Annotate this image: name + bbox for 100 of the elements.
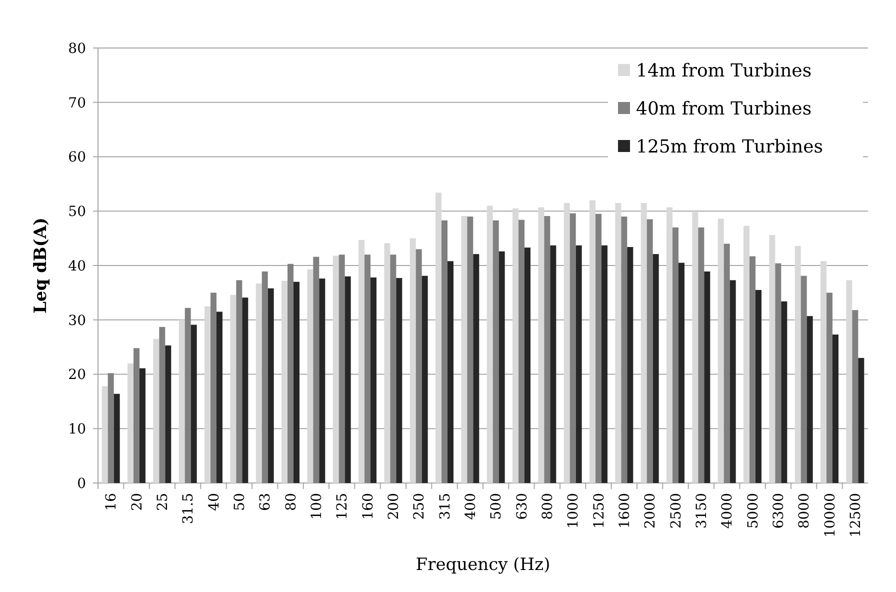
legend-label: 40m from Turbines (636, 98, 812, 120)
x-axis-title: Frequency (Hz) (416, 555, 550, 575)
bar (262, 271, 268, 483)
bar (550, 245, 556, 483)
x-tick-label: 2500 (668, 493, 684, 529)
bar (744, 226, 750, 483)
bar (268, 288, 274, 483)
bar (730, 280, 736, 483)
bar (672, 227, 678, 483)
x-tick-label: 125 (334, 493, 351, 520)
bar (678, 262, 684, 483)
x-tick-label: 25 (155, 493, 172, 511)
bar (153, 338, 160, 483)
bar (447, 261, 454, 483)
bar (852, 310, 858, 483)
bar (108, 373, 114, 483)
bar (288, 264, 294, 483)
legend-label: 14m from Turbines (636, 60, 812, 82)
x-tick-label: 80 (283, 493, 300, 511)
bar (544, 216, 550, 483)
bar (410, 238, 416, 483)
bar (652, 254, 659, 483)
bar (832, 334, 838, 483)
bar (184, 308, 191, 483)
x-tick-label: 200 (386, 493, 402, 520)
bar (370, 277, 376, 483)
x-tick-label: 3150 (694, 493, 710, 529)
x-tick-label: 800 (540, 493, 556, 520)
bar (538, 207, 544, 483)
bar (338, 254, 345, 483)
y-tick-label: 70 (68, 95, 86, 112)
x-tick-label: 16 (104, 492, 120, 511)
bar (282, 280, 288, 483)
x-tick-label: 250 (412, 493, 428, 520)
bar (724, 244, 730, 483)
bar (436, 192, 442, 483)
bar (396, 278, 402, 483)
x-tick-label: 12500 (848, 493, 864, 538)
bar (461, 216, 468, 483)
bar (666, 207, 673, 483)
bar (806, 316, 813, 483)
legend-label: 125m from Turbines (636, 136, 824, 158)
bar (512, 208, 519, 483)
y-tick-label: 40 (68, 258, 86, 274)
x-tick-label: 2000 (642, 493, 659, 529)
x-tick-label: 4000 (720, 493, 736, 529)
bar (576, 245, 582, 483)
x-tick-label: 630 (514, 493, 530, 520)
x-tick-label: 100 (309, 493, 326, 520)
x-tick-label: 315 (437, 493, 454, 520)
bar (640, 202, 647, 483)
x-tick-label: 1250 (591, 493, 608, 529)
bar (820, 261, 827, 483)
bar (473, 254, 480, 483)
x-tick-label: 63 (258, 493, 274, 511)
bar (442, 220, 448, 483)
bar (364, 254, 370, 483)
bar (307, 269, 314, 483)
bar (230, 294, 236, 483)
y-tick-label: 60 (68, 150, 86, 166)
x-tick-label: 5000 (745, 493, 762, 529)
y-tick-label: 80 (68, 40, 86, 57)
bar (467, 216, 474, 483)
x-tick-label: 500 (488, 493, 505, 520)
bar (590, 200, 596, 483)
bar (775, 263, 782, 483)
bar (627, 247, 634, 483)
bar (781, 301, 788, 483)
x-tick-label: 1600 (617, 493, 634, 529)
x-tick-label: 31.5 (180, 493, 197, 524)
x-tick-label: 10000 (822, 493, 838, 538)
bar (236, 280, 242, 483)
y-tick-label: 10 (68, 422, 86, 438)
bar (518, 220, 524, 483)
bar (492, 220, 499, 483)
bar (646, 219, 653, 483)
y-tick-label: 20 (68, 367, 86, 384)
bar (769, 235, 776, 483)
x-tick-label: 1000 (566, 493, 582, 529)
bar (704, 271, 710, 483)
y-tick-label: 30 (68, 312, 86, 329)
bar (165, 345, 172, 483)
bar (422, 276, 428, 483)
x-tick-label: 160 (360, 493, 376, 520)
bar (750, 256, 756, 483)
bar (384, 243, 390, 483)
bar (344, 276, 351, 483)
bar (134, 348, 140, 483)
bar (332, 256, 339, 483)
x-tick-label: 8000 (796, 493, 813, 529)
bar (178, 320, 185, 483)
bar (718, 218, 724, 483)
bar (102, 386, 108, 483)
x-tick-label: 6300 (771, 493, 788, 529)
bar (242, 298, 248, 483)
bar (794, 246, 801, 483)
bar (621, 216, 628, 483)
y-tick-label: 50 (68, 204, 86, 220)
x-tick-label: 50 (232, 493, 248, 511)
bar (210, 292, 216, 483)
